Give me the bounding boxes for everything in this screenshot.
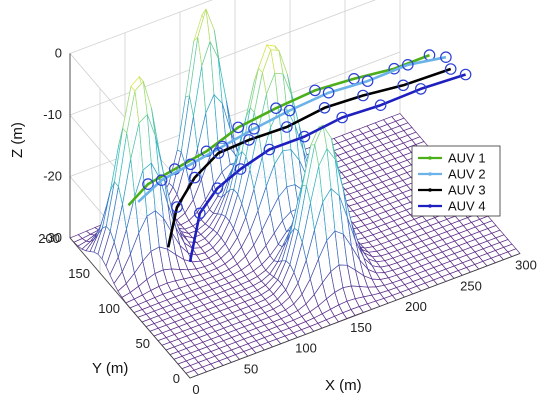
waypoint-marker xyxy=(298,130,311,143)
legend-marker xyxy=(428,188,432,192)
waypoint-marker xyxy=(361,75,374,87)
waypoint-marker xyxy=(318,102,331,114)
waypoint-marker xyxy=(309,84,321,97)
waypoint-marker xyxy=(280,121,293,133)
terrain-surface xyxy=(69,8,521,379)
z-tick-label: -10 xyxy=(43,107,62,122)
waypoint-marker xyxy=(440,51,452,63)
waypoint-marker xyxy=(414,83,427,95)
y-tick-label: 0 xyxy=(173,371,180,386)
x-tick-label: 150 xyxy=(350,320,372,335)
z-tick-label: -20 xyxy=(43,169,62,184)
waypoint-marker xyxy=(171,201,183,213)
waypoint-marker xyxy=(243,134,255,146)
waypoint-marker xyxy=(248,123,260,135)
waypoint-marker xyxy=(322,86,335,99)
x-tick-label: 0 xyxy=(192,382,199,397)
y-tick-label: 100 xyxy=(98,301,120,316)
waypoint-marker xyxy=(142,178,154,190)
waypoint-marker xyxy=(194,207,206,220)
axis-ticks: 0 50 100 150 200 250 300 0 50 100 150 200 0 -10 -20 -30 xyxy=(38,46,537,398)
legend-label: AUV 4 xyxy=(448,199,486,214)
waypoint-marker xyxy=(444,63,457,75)
waypoint-marker xyxy=(336,111,348,124)
legend-label: AUV 1 xyxy=(448,151,486,166)
waypoint-marker xyxy=(263,143,276,156)
legend-label: AUV 3 xyxy=(448,183,486,198)
series-line-auv-1 xyxy=(127,53,430,207)
x-tick-label: 200 xyxy=(405,299,427,314)
y-axis-label: Y (m) xyxy=(92,360,128,377)
axes-box-front xyxy=(69,53,521,379)
waypoint-marker xyxy=(232,121,244,134)
waypoint-marker xyxy=(401,59,414,71)
y-tick-label: 150 xyxy=(68,266,90,281)
waypoint-marker xyxy=(212,147,225,159)
waypoint-marker xyxy=(357,89,369,102)
x-tick-label: 100 xyxy=(295,341,317,356)
waypoint-marker xyxy=(155,174,168,186)
series-line-auv-2 xyxy=(137,55,447,203)
waypoint-marker xyxy=(283,104,296,117)
y-tick-label: 200 xyxy=(38,231,60,246)
legend-marker xyxy=(428,204,432,208)
z-tick-label: -30 xyxy=(43,230,62,245)
waypoint-marker xyxy=(374,99,387,111)
legend-marker xyxy=(428,156,432,160)
series-line-auv-3 xyxy=(166,67,452,248)
waypoint-marker xyxy=(270,102,282,114)
x-tick-label: 250 xyxy=(460,278,482,293)
auv-trajectories xyxy=(127,49,472,263)
y-tick-label: 50 xyxy=(136,336,150,351)
legend-label: AUV 2 xyxy=(448,167,486,182)
floor-edges xyxy=(69,237,521,379)
z-axis-label: Z (m) xyxy=(9,122,26,158)
waypoint-marker xyxy=(184,158,197,171)
z-tick-label: 0 xyxy=(55,46,62,61)
waypoint-marker xyxy=(459,68,472,81)
x-axis-label: X (m) xyxy=(325,377,362,394)
waypoint-marker xyxy=(188,171,201,184)
x-tick-label: 300 xyxy=(515,258,537,273)
x-tick-label: 50 xyxy=(244,361,258,376)
series-line-auv-4 xyxy=(188,73,466,263)
legend-marker xyxy=(428,172,432,176)
waypoint-marker xyxy=(211,182,224,194)
waypoint-marker xyxy=(397,79,409,92)
waypoint-marker xyxy=(234,163,247,175)
